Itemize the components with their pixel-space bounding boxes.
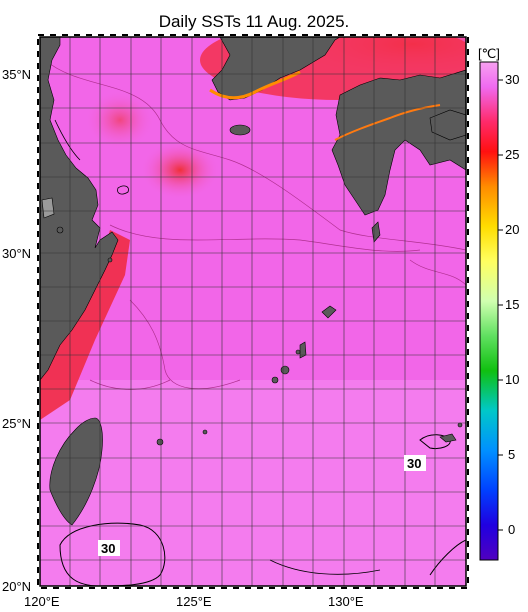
jeju-island bbox=[229, 124, 251, 136]
lon-label-125: 125°E bbox=[176, 594, 212, 609]
colorbar-tick-20: 20 bbox=[505, 222, 519, 237]
shikoku bbox=[429, 109, 466, 141]
lat-label-35: 35°N bbox=[2, 67, 31, 82]
lon-label-120: 120°E bbox=[24, 594, 60, 609]
lat-label-30: 30°N bbox=[2, 246, 31, 261]
lat-label-20: 20°N bbox=[2, 579, 31, 594]
amami bbox=[321, 305, 337, 319]
colorbar-tick-5: 5 bbox=[508, 447, 515, 462]
svg-text:30: 30 bbox=[407, 456, 421, 471]
lon-label-130: 130°E bbox=[328, 594, 364, 609]
lat-label-25: 25°N bbox=[2, 416, 31, 431]
colorbar bbox=[479, 61, 499, 561]
china-mainland bbox=[40, 37, 119, 381]
korea bbox=[200, 37, 341, 101]
contour-label-2: 30 bbox=[404, 455, 426, 471]
graticule bbox=[40, 37, 466, 586]
colorbar-tick-10: 10 bbox=[505, 372, 519, 387]
colorbar-unit: [℃] bbox=[478, 46, 500, 61]
colorbar-tick-0: 0 bbox=[508, 522, 515, 537]
colorbar-tick-30: 30 bbox=[505, 72, 519, 87]
taiwan bbox=[49, 417, 103, 526]
contour-label-1: 30 bbox=[98, 540, 120, 556]
colorbar-tick-25: 25 bbox=[505, 147, 519, 162]
svg-text:30: 30 bbox=[101, 541, 115, 556]
map-frame bbox=[39, 36, 467, 587]
colorbar-tick-15: 15 bbox=[505, 297, 519, 312]
okinawa bbox=[299, 341, 307, 359]
map-title: Daily SSTs 11 Aug. 2025. bbox=[158, 12, 350, 31]
